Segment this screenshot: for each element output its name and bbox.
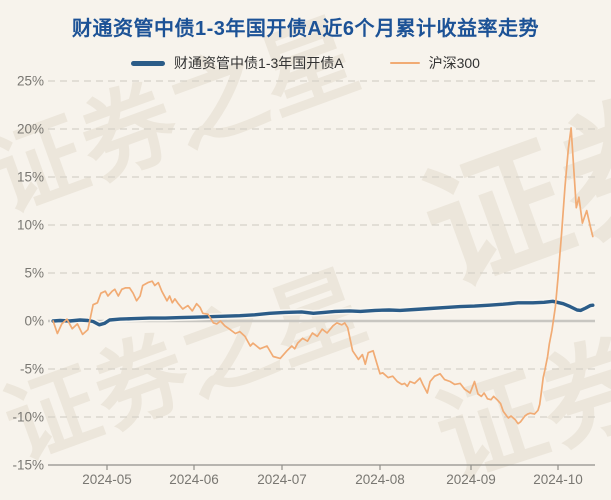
y-axis-label: 20% <box>17 122 44 137</box>
y-axis-label: 5% <box>24 266 44 281</box>
y-axis-label: 25% <box>17 74 44 89</box>
x-axis-label: 2024-05 <box>82 472 132 487</box>
chart-title: 财通资管中债1-3年国开债A近6个月累计收益率走势 <box>72 18 539 40</box>
legend-item-fund[interactable]: 财通资管中债1-3年国开债A <box>131 53 344 73</box>
y-axis-label: -5% <box>20 362 44 377</box>
y-axis-label: 10% <box>17 218 44 233</box>
chart-legend: 财通资管中债1-3年国开债A 沪深300 <box>0 53 611 73</box>
legend-label-csi300: 沪深300 <box>428 55 480 71</box>
x-axis-label: 2024-07 <box>257 472 307 487</box>
watermark-text: 证券之星 <box>0 254 380 478</box>
fund-line-swatch <box>131 60 166 66</box>
y-axis-label: -10% <box>12 410 44 425</box>
y-axis-label: 15% <box>17 170 44 185</box>
y-axis-label: -15% <box>12 458 44 473</box>
fund-series-line <box>51 299 595 327</box>
legend-label-fund: 财通资管中债1-3年国开债A <box>174 55 344 71</box>
y-axis-label: 0% <box>24 314 44 329</box>
csi300-series-line <box>52 127 594 425</box>
csi300-line-swatch <box>389 62 420 64</box>
legend-item-csi300[interactable]: 沪深300 <box>389 53 480 73</box>
x-axis-label: 2024-09 <box>446 472 496 487</box>
x-axis-label: 2024-08 <box>355 472 405 487</box>
x-axis-label: 2024-06 <box>169 472 219 487</box>
x-axis-label: 2024-10 <box>533 472 583 487</box>
